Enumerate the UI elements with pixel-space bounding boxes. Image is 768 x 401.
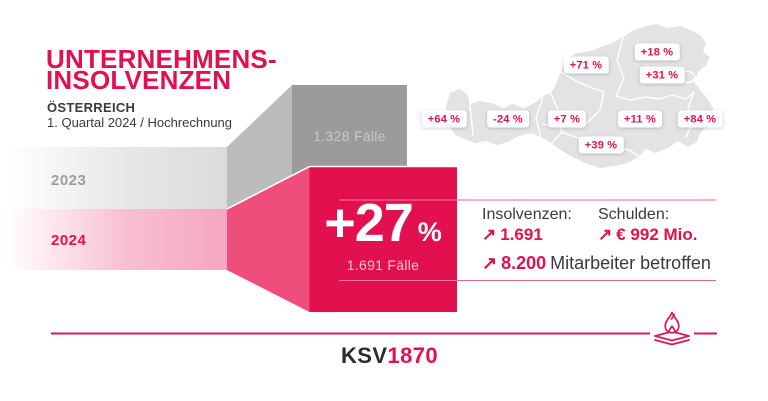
bar-year-label-2024: 2024 <box>51 232 87 249</box>
cases-2023-label: 1.328 Fälle <box>313 128 386 144</box>
cases-2024-label: 1.691 Fälle <box>346 257 420 273</box>
map-badge-kaernten: +39 % <box>578 136 624 154</box>
map-badge-salzburg: +7 % <box>547 110 587 128</box>
change-percent-value: +27 <box>324 193 414 253</box>
employees-affected: ↗ 8.200 Mitarbeiter betroffen <box>482 253 711 274</box>
insolvencies-label: Insolvenzen: <box>482 206 572 223</box>
map-badge-steiermark: +11 % <box>618 110 662 128</box>
map-badge-oberoesterreich: +71 % <box>563 56 609 74</box>
map-badge-wien: +31 % <box>639 66 685 84</box>
block-2024-side-face <box>227 166 310 312</box>
debts-label: Schulden: <box>598 206 670 223</box>
bar-year-label-2023: 2023 <box>51 172 87 189</box>
map-badge-niederoesterreich: +18 % <box>634 43 680 61</box>
percent-sign: % <box>417 217 442 247</box>
page-title-line2: INSOLVENZEN <box>46 65 232 95</box>
flame-layers-icon <box>654 311 690 346</box>
map-badge-vorarlberg: +64 % <box>421 110 467 128</box>
trend-up-icon: ↗ <box>482 253 498 273</box>
logo-text-black: KSV <box>341 343 388 368</box>
trend-up-icon: ↗ <box>482 225 497 244</box>
page-title-line1: UNTERNEHMENS- <box>46 44 277 74</box>
logo-text-pink: 1870 <box>387 343 438 368</box>
employees-value: 8.200 <box>501 253 547 273</box>
map-badge-tirol: -24 % <box>487 110 529 128</box>
debts-value: ↗ € 992 Mio. <box>598 225 698 244</box>
block-2023-side-face <box>227 85 292 252</box>
bar-2024 <box>6 209 227 270</box>
employees-label: Mitarbeiter betroffen <box>550 253 711 273</box>
period-label: 1. Quartal 2024 / Hochrechnung <box>47 115 233 130</box>
change-percent: +27% <box>309 196 457 250</box>
bar-2023 <box>6 147 227 210</box>
map-badge-burgenland: +84 % <box>677 110 723 128</box>
ksv1870-logo: KSV1870 <box>341 343 438 369</box>
trend-up-icon: ↗ <box>598 225 613 244</box>
insolvencies-value: ↗ 1.691 <box>482 225 543 244</box>
region-label: ÖSTERREICH <box>47 100 136 115</box>
